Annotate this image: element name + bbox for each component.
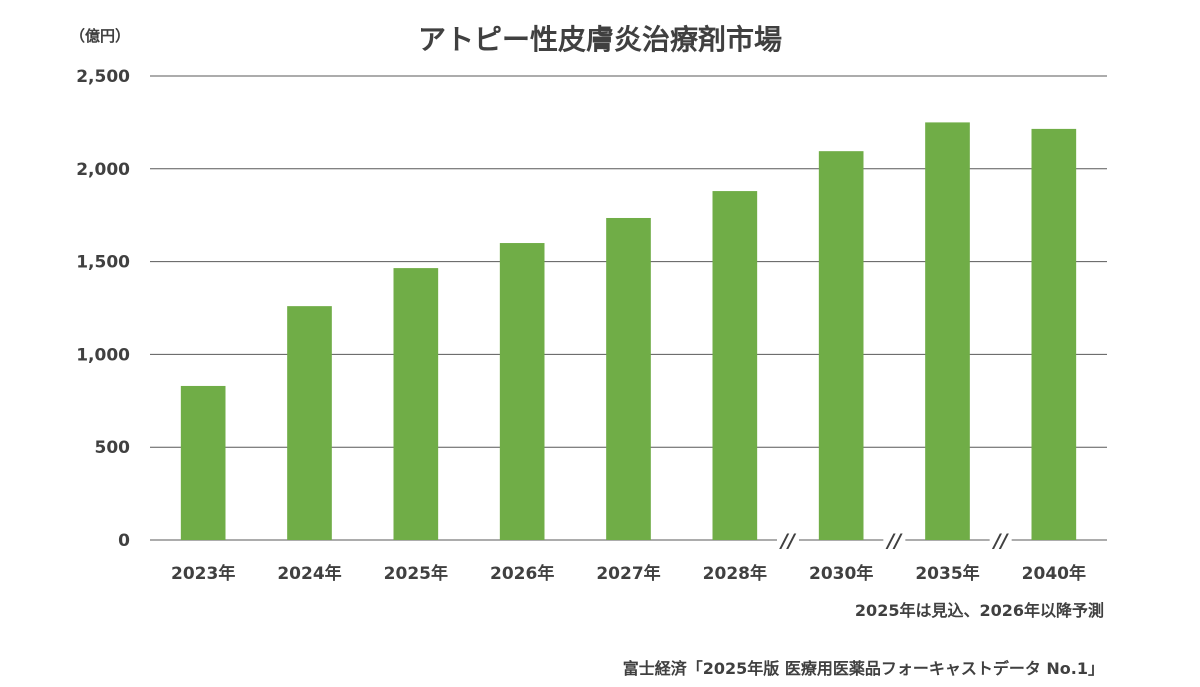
x-tick-label: 2027年 [596,563,660,584]
axis-break-mark: // [885,530,903,552]
axis-break-mask [883,537,906,543]
bars [180,122,1077,541]
x-tick-label: 2023年 [171,563,235,584]
y-tick-label: 2,000 [76,160,130,180]
axis-break-mark: // [779,530,797,552]
x-tick-label: 2024年 [277,563,341,584]
y-axis-unit: （億円） [70,27,131,45]
bar [1031,128,1077,540]
bar [925,122,970,541]
bar [712,191,758,540]
bar [180,385,226,540]
y-tick-label: 500 [95,438,131,458]
x-tick-label: 2028年 [703,563,767,584]
axis-break-mask [989,537,1012,543]
x-tick-label: 2040年 [1022,563,1086,584]
y-tick-label: 2,500 [76,67,130,87]
forecast-note: 2025年は見込、2026年以降予測 [854,601,1104,620]
axis-break-mask [777,537,799,543]
x-tick-label: 2030年 [809,563,873,584]
bar [499,243,545,541]
bar [393,268,439,540]
y-tick-label: 0 [118,531,130,551]
bar [606,217,651,540]
source-note: 富士経済「2025年版 医療用医薬品フォーキャストデータ No.1」 [622,659,1104,678]
y-tick-label: 1,500 [76,253,130,273]
x-axis-ticks: 2023年 2024年 2025年 2026年 2027年 2028年 2030年 2035年… [171,563,1086,584]
bar [287,306,332,540]
x-tick-label: 2035年 [915,563,979,584]
axis-break-mark: // [992,530,1010,552]
x-tick-label: 2026年 [490,563,554,584]
x-tick-label: 2025年 [384,563,448,584]
y-axis-ticks: 0 500 1,000 1,500 2,000 2,500 [76,67,130,551]
axis-breaks: // // // [777,530,1012,552]
chart-title: アトピー性皮膚炎治療剤市場 [417,23,782,56]
y-tick-label: 1,000 [76,345,130,365]
bar [818,151,864,540]
